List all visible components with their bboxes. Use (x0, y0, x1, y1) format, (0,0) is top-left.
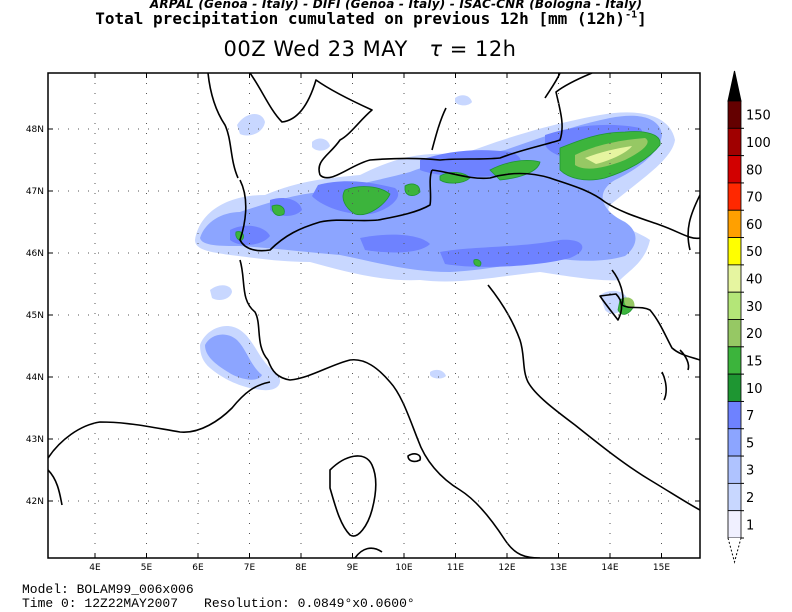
lon-label: 15E (653, 563, 670, 573)
tau-symbol: τ (429, 37, 443, 61)
colorbar-bin (727, 319, 742, 348)
colorbar-label: 150 (746, 109, 771, 124)
colorbar-label: 30 (746, 300, 763, 315)
colorbar-label: 5 (746, 436, 754, 451)
forecast-time-text: 00Z Wed 23 MAY (223, 37, 408, 61)
map-title-text: Total precipitation cumulated on previou… (95, 9, 626, 28)
colorbar-bin (727, 237, 742, 266)
colorbar: 1 2 3 5 7 10 15 20 30 40 50 60 70 80 100 150 (727, 70, 771, 564)
colorbar-label: 40 (746, 273, 763, 288)
lon-label: 6E (192, 563, 204, 573)
model-label: Model: BOLAM99_006x006 (22, 582, 194, 597)
forecast-time: 00Z Wed 23 MAY τ = 12h (0, 37, 740, 61)
time-info: Time 0: 12Z22MAY2007 Resolution: 0.0849°x… (22, 597, 415, 610)
lon-label: 10E (395, 563, 412, 573)
lon-label: 13E (550, 563, 567, 573)
map-title: Total precipitation cumulated on previou… (0, 9, 742, 28)
map-title-exponent: -1 (625, 9, 638, 21)
longitude-axis: 4E 5E 6E 7E 8E 9E 10E 11E 12E 13E 14E 15E (89, 73, 670, 573)
colorbar-bin (727, 373, 742, 402)
graticule (48, 73, 700, 558)
colorbar-bin (727, 510, 742, 539)
colorbar-label: 1 (746, 518, 754, 533)
lat-label: 45N (26, 311, 44, 321)
credits-line: ARPAL (Genoa - Italy) - DIFI (Genoa - It… (149, 0, 643, 11)
latitude-axis: 48N 47N 46N 45N 44N 43N 42N (26, 125, 700, 507)
lon-label: 5E (141, 563, 153, 573)
colorbar-label: 100 (746, 136, 771, 151)
colorbar-bin (727, 482, 742, 512)
colorbar-label: 3 (746, 464, 754, 479)
lat-label: 46N (26, 249, 44, 259)
lon-label: 8E (295, 563, 307, 573)
coastlines-borders (48, 73, 700, 558)
lon-label: 4E (89, 563, 101, 573)
colorbar-bin (727, 291, 742, 320)
lon-label: 14E (601, 563, 618, 573)
colorbar-bin (727, 264, 742, 293)
precip-pale-cores (585, 146, 632, 164)
lat-label: 44N (26, 373, 44, 383)
lon-label: 12E (498, 563, 515, 573)
colorbar-label: 15 (746, 354, 763, 369)
map-title-end: ] (637, 9, 647, 28)
lat-label: 42N (26, 497, 44, 507)
colorbar-bin (727, 155, 742, 184)
colorbar-bin (727, 401, 742, 430)
colorbar-bin (727, 182, 742, 211)
colorbar-label: 70 (746, 191, 763, 206)
map-frame-content (48, 73, 700, 558)
lon-label: 11E (447, 563, 464, 573)
lat-label: 48N (26, 125, 44, 135)
colorbar-bin (727, 100, 742, 129)
tau-value: = 12h (449, 37, 517, 61)
colorbar-label: 50 (746, 245, 763, 260)
resolution-label: Resolution: 0.0849°x0.0600° (204, 596, 415, 611)
colorbar-bin (727, 209, 742, 238)
colorbar-bin (727, 346, 742, 375)
colorbar-label: 7 (746, 409, 754, 424)
lon-label: 9E (347, 563, 359, 573)
colorbar-top-triangle (727, 70, 742, 102)
lon-label: 7E (244, 563, 256, 573)
colorbar-bottom-triangle (727, 537, 742, 564)
colorbar-bin (727, 455, 742, 484)
colorbar-label: 80 (746, 163, 763, 178)
colorbar-label: 10 (746, 382, 763, 397)
colorbar-bin (727, 127, 742, 157)
colorbar-label: 2 (746, 491, 754, 506)
colorbar-bin (727, 428, 742, 457)
time0-label: Time 0: 12Z22MAY2007 (22, 596, 179, 611)
colorbar-label: 20 (746, 327, 763, 342)
colorbar-label: 60 (746, 218, 763, 233)
lat-label: 47N (26, 187, 44, 197)
lat-label: 43N (26, 435, 44, 445)
